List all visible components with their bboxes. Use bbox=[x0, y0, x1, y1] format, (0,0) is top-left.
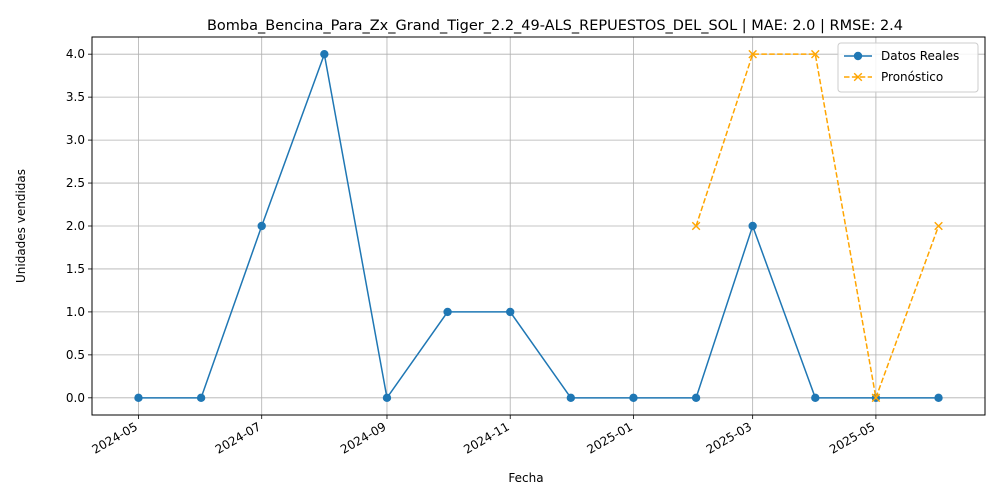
data-point-actual bbox=[382, 393, 392, 403]
y-axis-label: Unidades vendidas bbox=[14, 169, 28, 283]
legend-marker-actual bbox=[853, 51, 863, 61]
y-tick-label: 1.5 bbox=[66, 262, 85, 276]
legend: Datos Reales Pronóstico bbox=[837, 42, 979, 93]
x-marker-stroke bbox=[810, 49, 820, 59]
x-marker-stroke bbox=[934, 221, 943, 231]
x-marker-stroke bbox=[871, 393, 881, 403]
legend-label-actual: Datos Reales bbox=[881, 49, 959, 63]
data-point-actual bbox=[748, 221, 757, 231]
y-tick-label: 3.0 bbox=[66, 133, 85, 147]
x-marker-stroke bbox=[691, 221, 701, 231]
data-point-forecast bbox=[691, 221, 701, 231]
data-point-actual bbox=[691, 393, 701, 403]
legend-box bbox=[837, 42, 979, 93]
data-point-actual bbox=[134, 393, 143, 403]
plot-series bbox=[134, 49, 943, 403]
data-point-actual bbox=[506, 307, 515, 317]
data-point-forecast bbox=[748, 49, 757, 59]
series-line-forecast bbox=[695, 53, 940, 401]
data-point-actual bbox=[629, 393, 638, 403]
data-point-actual bbox=[811, 393, 820, 403]
x-axis-label: Fecha bbox=[508, 471, 543, 485]
y-tick-label: 4.0 bbox=[66, 47, 85, 61]
y-tick-label: 3.5 bbox=[66, 90, 85, 104]
series-line-actual bbox=[138, 51, 939, 400]
data-point-actual bbox=[934, 393, 943, 403]
legend-label-forecast: Pronóstico bbox=[881, 70, 943, 84]
y-tick-label: 0.5 bbox=[66, 348, 85, 362]
legend-marker-forecast bbox=[853, 72, 863, 82]
data-point-forecast bbox=[871, 393, 881, 403]
y-tick-label: 1.0 bbox=[66, 305, 85, 319]
data-point-actual bbox=[320, 49, 329, 59]
data-point-actual bbox=[196, 393, 206, 403]
y-tick-label: 2.0 bbox=[66, 219, 85, 233]
x-marker-stroke bbox=[853, 72, 863, 82]
y-tick-label: 2.5 bbox=[66, 176, 85, 190]
x-marker-stroke bbox=[748, 49, 757, 59]
data-point-forecast bbox=[934, 221, 943, 231]
grid-lines bbox=[92, 37, 985, 415]
y-tick-label: 0.0 bbox=[66, 391, 85, 405]
data-point-forecast bbox=[810, 49, 820, 59]
chart-title: Bomba_Bencina_Para_Zx_Grand_Tiger_2.2_49… bbox=[207, 18, 903, 34]
data-point-actual bbox=[566, 393, 576, 403]
data-point-actual bbox=[257, 221, 266, 231]
data-point-actual bbox=[443, 307, 452, 317]
